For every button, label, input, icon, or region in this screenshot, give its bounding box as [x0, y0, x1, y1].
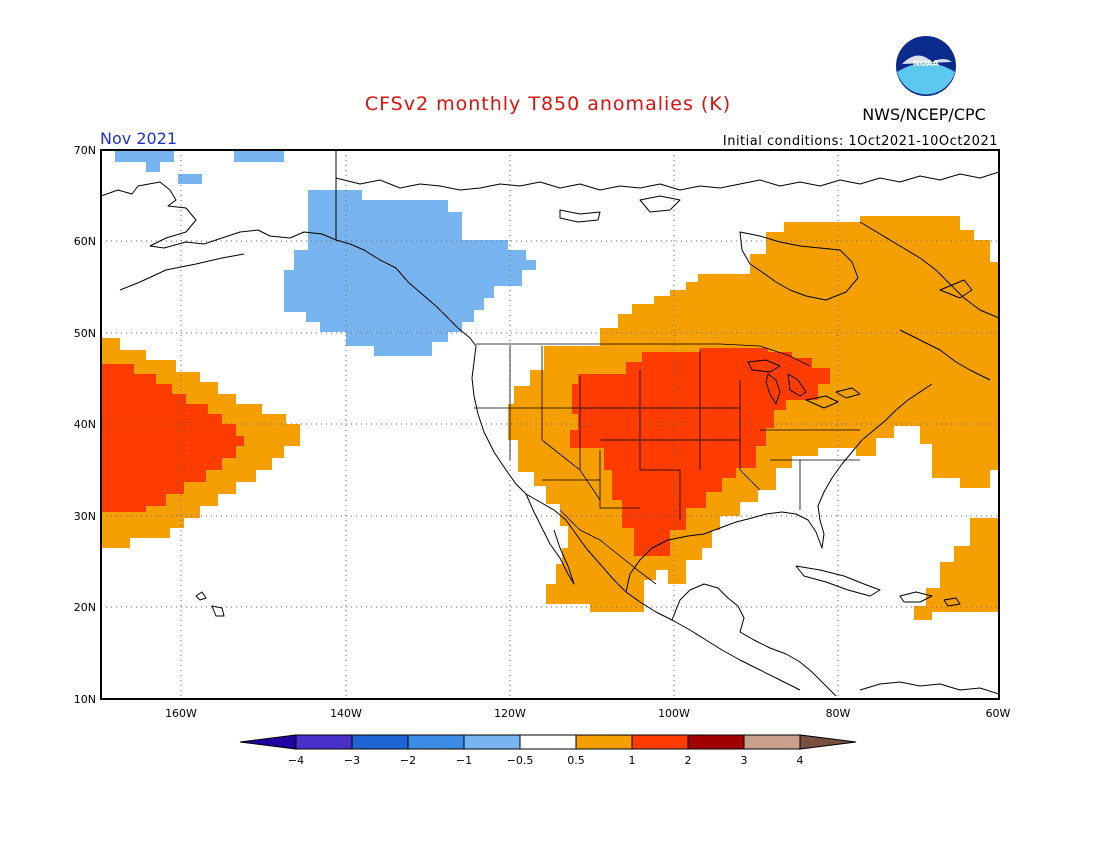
- lat-label: 50N: [74, 327, 96, 340]
- legend-arrow-low: [239, 734, 297, 750]
- figure-title: CFSv2 monthly T850 anomalies (K): [365, 93, 731, 115]
- map-frame: [100, 149, 1000, 700]
- legend-label: −4: [288, 754, 304, 767]
- lon-axis-labels: 160W 140W 120W 100W 80W 60W: [165, 707, 1010, 720]
- legend-swatch: [407, 734, 465, 750]
- map-area: [101, 150, 999, 699]
- lon-label: 160W: [165, 707, 197, 720]
- lon-label: 80W: [826, 707, 851, 720]
- legend-swatch: [687, 734, 745, 750]
- lat-label: 10N: [74, 693, 96, 706]
- legend-label: −0.5: [507, 754, 534, 767]
- agency-label: NWS/NCEP/CPC: [862, 105, 986, 124]
- legend-label: 3: [741, 754, 748, 767]
- lat-axis-labels: 70N 60N 50N 40N 30N 20N 10N: [74, 144, 96, 706]
- legend-swatch: [351, 734, 409, 750]
- lon-label: 140W: [330, 707, 362, 720]
- cool-anomaly-region: [115, 150, 536, 356]
- noaa-logo: NOAA: [896, 36, 956, 96]
- lat-label: 20N: [74, 601, 96, 614]
- coastlines: [101, 150, 999, 697]
- lat-label: 40N: [74, 418, 96, 431]
- legend-label: 0.5: [567, 754, 585, 767]
- lon-label: 60W: [986, 707, 1011, 720]
- legend-label: −3: [344, 754, 360, 767]
- legend-label: 4: [797, 754, 804, 767]
- legend-swatch: [463, 734, 521, 750]
- legend-label: −2: [400, 754, 416, 767]
- lon-label: 120W: [494, 707, 526, 720]
- legend-swatch: [295, 734, 353, 750]
- legend-arrow-high: [799, 734, 857, 750]
- legend-swatch: [631, 734, 689, 750]
- legend-swatch: [519, 734, 577, 750]
- noaa-logo-text: NOAA: [913, 59, 939, 68]
- legend-swatch: [575, 734, 633, 750]
- warm-anomaly-pacific: [101, 338, 300, 548]
- legend-label: −1: [456, 754, 472, 767]
- legend-label: 2: [685, 754, 692, 767]
- initial-conditions-label: Initial conditions: 1Oct2021-10Oct2021: [723, 134, 998, 149]
- lat-label: 60N: [74, 235, 96, 248]
- month-label: Nov 2021: [100, 129, 177, 148]
- lat-label: 70N: [74, 144, 96, 157]
- political-borders: [474, 343, 860, 585]
- lat-label: 30N: [74, 510, 96, 523]
- legend-swatch: [743, 734, 801, 750]
- color-legend: −4 −3 −2 −1 −0.5 0.5 1 2 3 4: [239, 734, 857, 767]
- legend-label: 1: [629, 754, 636, 767]
- lon-label: 100W: [658, 707, 690, 720]
